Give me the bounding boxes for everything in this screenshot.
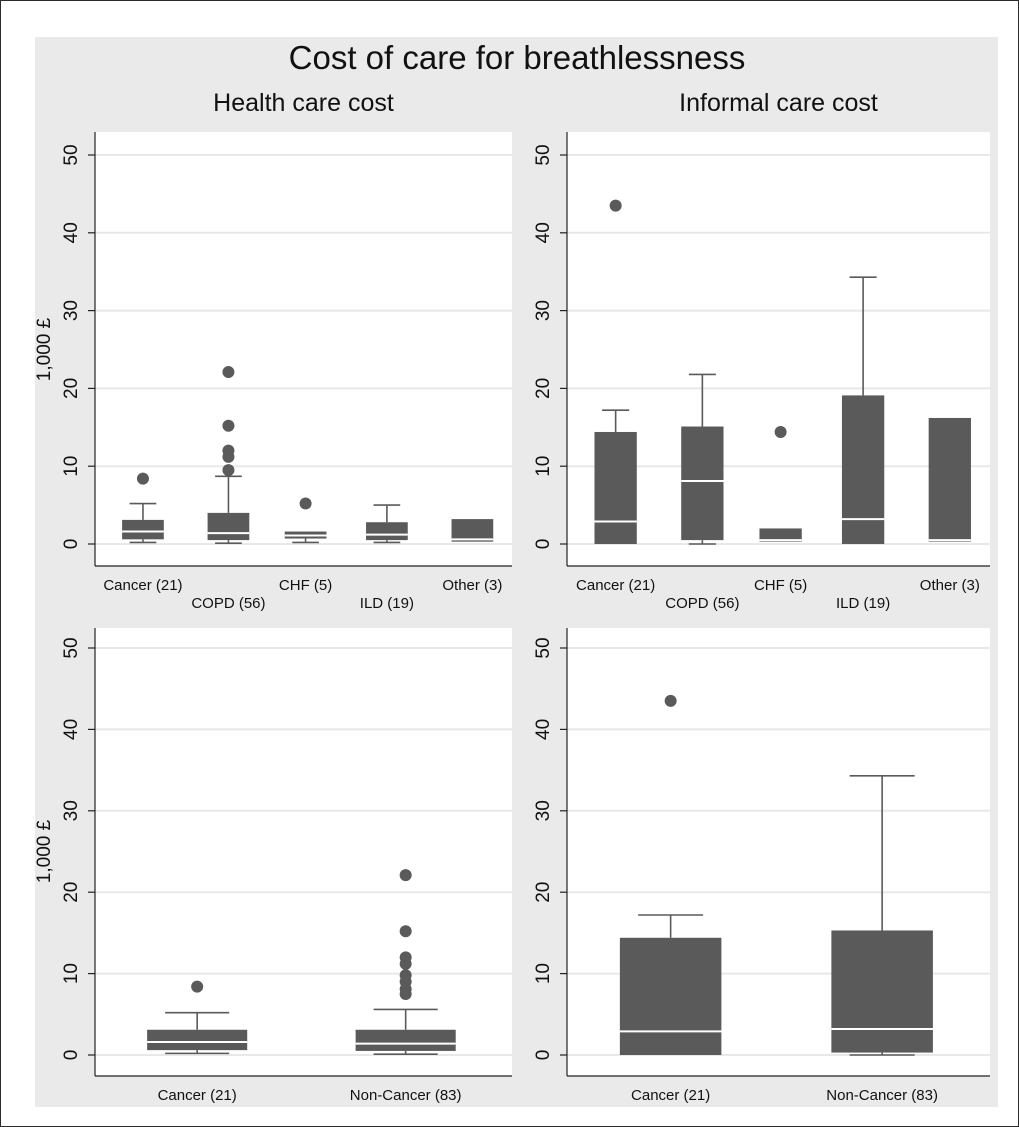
chart-panels: Health care cost 0 10 20 30 40 50 1,000 £ Cancer… — [34, 89, 990, 1104]
y-tick-label: 40 — [533, 222, 554, 243]
y-tick-label: 30 — [61, 800, 82, 821]
category-label: Other (3) — [920, 577, 980, 594]
category-label: CHF (5) — [754, 577, 807, 594]
category-label: Non-Cancer (83) — [350, 1087, 462, 1104]
box-5 — [451, 519, 494, 542]
y-tick-label: 20 — [533, 882, 554, 903]
panel-subtitle: Informal care cost — [679, 89, 878, 117]
outlier-point — [609, 199, 622, 212]
y-tick-label: 30 — [533, 800, 554, 821]
outlier-point — [222, 419, 235, 432]
box-body — [594, 431, 637, 544]
category-label: CHF (5) — [279, 577, 332, 594]
y-axis-label: 1,000 £ — [34, 317, 55, 381]
category-label: Cancer (21) — [576, 577, 655, 594]
box-body — [147, 1029, 248, 1051]
y-tick-label: 40 — [61, 222, 82, 243]
y-tick-label: 40 — [61, 719, 82, 740]
box-body — [841, 395, 885, 544]
category-label: COPD (56) — [665, 595, 739, 612]
box-4 — [841, 276, 885, 544]
outlier-point — [222, 444, 235, 457]
category-label: COPD (56) — [191, 595, 265, 612]
outlier-point — [399, 951, 412, 964]
chart-panel-1: Health care cost 0 10 20 30 40 50 1,000 £ Cancer… — [34, 89, 512, 612]
category-label: Cancer (21) — [158, 1087, 237, 1104]
box-2 — [831, 774, 933, 1056]
y-tick-label: 10 — [61, 456, 82, 477]
box-body — [122, 519, 164, 540]
outlier-point — [222, 366, 235, 379]
outlier-point — [222, 464, 235, 477]
y-tick-label: 50 — [533, 144, 554, 165]
y-tick-label: 10 — [533, 963, 554, 984]
category-label: Other (3) — [442, 577, 502, 594]
category-label: Cancer (21) — [103, 577, 182, 594]
chart-panel-3: 0 10 20 30 40 50 1,000 £ Cancer (21) Non-Cancer … — [34, 628, 512, 1104]
category-label: Cancer (21) — [631, 1087, 710, 1104]
panel-subtitle: Health care cost — [213, 89, 394, 117]
y-tick-label: 10 — [533, 456, 554, 477]
plot-area — [95, 132, 512, 566]
outlier-point — [136, 472, 149, 485]
y-tick-label: 50 — [61, 637, 82, 658]
box-body — [619, 937, 722, 1055]
box-1 — [594, 199, 637, 544]
box-body — [451, 519, 494, 542]
box-1 — [147, 980, 248, 1055]
y-tick-label: 50 — [533, 637, 554, 658]
box-2 — [681, 373, 724, 545]
box-body — [928, 417, 971, 542]
y-tick-label: 0 — [533, 539, 554, 550]
category-label: Non-Cancer (83) — [826, 1087, 938, 1104]
y-tick-label: 30 — [61, 300, 82, 321]
category-label: ILD (19) — [836, 595, 890, 612]
box-body — [207, 512, 250, 541]
category-label: ILD (19) — [360, 595, 414, 612]
box-3 — [284, 497, 327, 544]
chart-panel-2: Informal care cost 0 10 20 30 40 50 Cancer (21)… — [533, 89, 990, 612]
outlier-point — [399, 925, 412, 938]
y-tick-label: 20 — [533, 378, 554, 399]
y-tick-label: 20 — [61, 882, 82, 903]
y-axis-label: 1,000 £ — [34, 819, 55, 883]
outlier-point — [774, 425, 787, 438]
y-tick-label: 50 — [61, 144, 82, 165]
box-2 — [207, 366, 250, 545]
figure-title: Cost of care for breathlessness — [289, 39, 746, 76]
box-3 — [759, 425, 802, 542]
box-body — [831, 930, 933, 1053]
box-body — [366, 522, 408, 541]
chart-panel-4: 0 10 20 30 40 50 Cancer (21) Non-Cancer (83) — [533, 628, 990, 1104]
outlier-point — [399, 869, 412, 882]
plot-area — [95, 628, 512, 1076]
box-1 — [619, 694, 722, 1055]
outlier-point — [664, 694, 677, 707]
box-4 — [366, 504, 408, 544]
y-tick-label: 0 — [61, 539, 82, 550]
outlier-point — [399, 969, 412, 982]
y-tick-label: 0 — [61, 1050, 82, 1061]
box-5 — [928, 417, 971, 542]
box-2 — [355, 869, 456, 1055]
y-tick-label: 20 — [61, 378, 82, 399]
box-body — [759, 528, 802, 542]
box-body — [355, 1029, 456, 1051]
plot-area — [567, 132, 990, 566]
y-tick-label: 10 — [61, 963, 82, 984]
y-tick-label: 40 — [533, 719, 554, 740]
box-1 — [122, 472, 164, 544]
y-tick-label: 0 — [533, 1050, 554, 1061]
y-tick-label: 30 — [533, 300, 554, 321]
outlier-point — [191, 980, 204, 993]
outlier-point — [299, 497, 312, 510]
box-body — [681, 426, 724, 541]
